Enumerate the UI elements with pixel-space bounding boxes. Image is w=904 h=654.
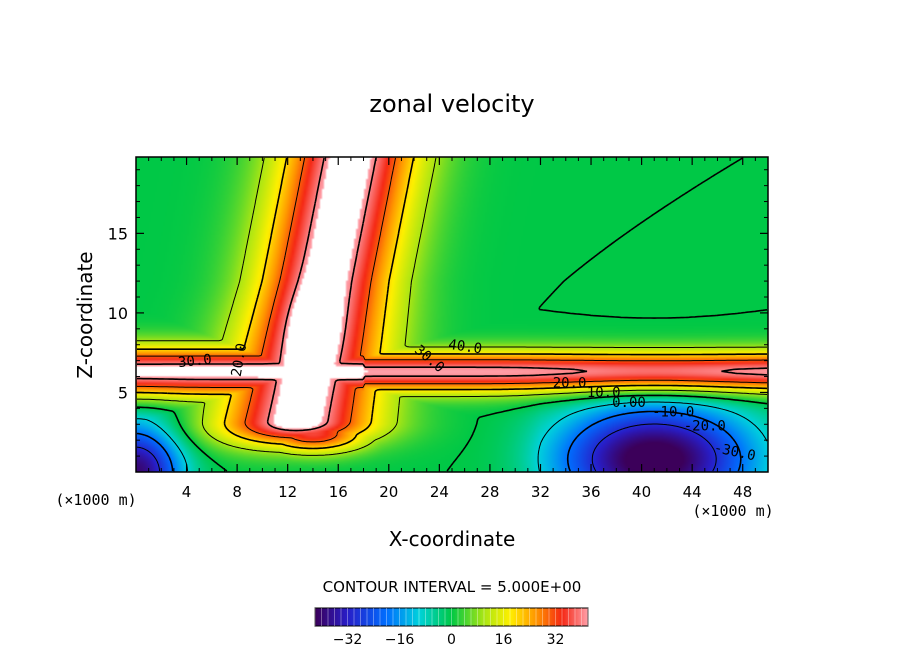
contour-level-neg30	[136, 423, 717, 472]
x-tick-label: 20	[379, 483, 398, 501]
contour-label: 40.0	[447, 337, 483, 358]
contour-level-0	[137, 157, 768, 472]
y-tick-label: 10	[108, 304, 128, 323]
contour-label: -10.0	[652, 404, 694, 420]
y-axis: 5 10 15	[108, 169, 768, 457]
contour-label: 20.0	[553, 376, 587, 392]
colorbar-tick-label: −16	[385, 632, 415, 648]
x-tick-label: 12	[278, 483, 297, 501]
x-tick-label: 32	[531, 483, 550, 501]
y-tick-label: 5	[118, 383, 128, 402]
y-axis-label: Z-coordinate	[73, 251, 97, 378]
chart-title: zonal velocity	[369, 90, 534, 118]
colorbar-tick-label: −32	[333, 632, 363, 648]
y-tick-label: 15	[108, 224, 128, 243]
colorbar-tick-label: 16	[495, 632, 513, 648]
x-unit-left: (×1000 m)	[55, 491, 136, 509]
x-tick-label: 48	[733, 483, 752, 501]
x-tick-label: 8	[232, 483, 242, 501]
contour-level-neg10	[137, 401, 768, 472]
x-tick-label: 40	[632, 483, 651, 501]
x-tick-label: 36	[581, 483, 600, 501]
x-tick-label: 4	[182, 483, 192, 501]
x-tick-label: 28	[480, 483, 499, 501]
contour-level-10	[137, 157, 768, 456]
colorbar	[315, 608, 588, 626]
contour-level-neg20	[136, 410, 742, 472]
x-tick-label: 16	[329, 483, 348, 501]
colorbar-ticks: −32 −16 0 16 32	[314, 608, 589, 648]
contour-label: 20.0	[229, 342, 251, 378]
colorbar-tick-label: 32	[547, 632, 565, 648]
contour-label: 10.0	[587, 385, 621, 401]
x-axis-label: X-coordinate	[389, 527, 516, 551]
heatmap-field	[136, 157, 768, 472]
contour-label: 0.00	[612, 395, 646, 411]
x-axis: 4 8 12 16 20 24 28 32 36 40 44 48	[148, 157, 756, 501]
contour-level-30	[137, 157, 767, 443]
contour-label: 30.0	[177, 352, 212, 371]
x-tick-label: 24	[430, 483, 449, 501]
contour-label: -20.0	[684, 419, 726, 435]
contour-level-40	[137, 157, 768, 432]
contour-level-20	[137, 157, 768, 450]
contour-interval-text: CONTOUR INTERVAL = 5.000E+00	[323, 578, 582, 596]
x-unit-right: (×1000 m)	[692, 502, 773, 520]
x-tick-label: 44	[683, 483, 702, 501]
colorbar-tick-label: 0	[447, 632, 456, 648]
contour-lines	[136, 157, 768, 472]
colorbar-frame	[314, 607, 589, 627]
